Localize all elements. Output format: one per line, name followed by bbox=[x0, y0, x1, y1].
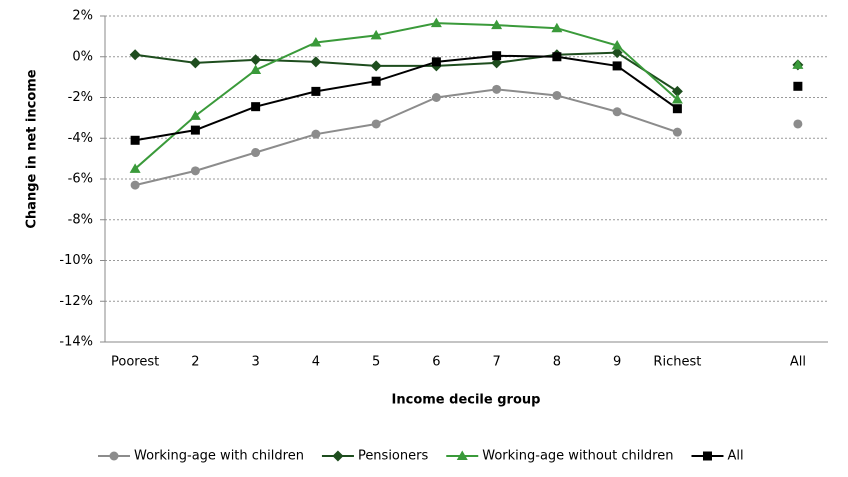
marker bbox=[611, 40, 623, 50]
marker bbox=[702, 451, 712, 461]
marker bbox=[250, 64, 262, 74]
series-line bbox=[134, 88, 678, 187]
marker bbox=[332, 450, 344, 462]
marker bbox=[251, 102, 261, 112]
x-tick-label: Poorest bbox=[111, 355, 159, 370]
y-tick-label: 2% bbox=[72, 9, 93, 24]
legend-label: Working-age with children bbox=[134, 449, 304, 464]
marker bbox=[371, 119, 381, 129]
marker bbox=[109, 451, 119, 461]
x-tick-label: 8 bbox=[553, 355, 561, 370]
y-tick-label: -12% bbox=[59, 294, 93, 309]
series-line bbox=[134, 54, 678, 142]
marker bbox=[430, 17, 442, 28]
marker bbox=[793, 119, 803, 129]
marker bbox=[129, 163, 141, 173]
x-axis-label: Income decile group bbox=[392, 393, 541, 408]
y-tick-label: -4% bbox=[68, 131, 93, 146]
marker bbox=[189, 110, 201, 120]
marker bbox=[612, 107, 622, 117]
marker bbox=[129, 49, 141, 61]
marker bbox=[371, 76, 381, 86]
y-tick-label: -14% bbox=[59, 335, 93, 350]
marker bbox=[251, 148, 261, 158]
marker bbox=[672, 127, 682, 137]
marker bbox=[190, 166, 200, 176]
marker bbox=[793, 81, 803, 91]
marker bbox=[130, 180, 140, 190]
x-tick-label: 6 bbox=[432, 355, 440, 370]
y-tick-label: -2% bbox=[68, 90, 93, 105]
marker bbox=[456, 450, 468, 460]
legend-label: All bbox=[727, 449, 743, 464]
x-tick-label: 5 bbox=[372, 355, 380, 370]
marker bbox=[130, 135, 140, 145]
series-line bbox=[134, 51, 678, 93]
marker bbox=[431, 93, 441, 102]
marker bbox=[671, 85, 683, 97]
marker bbox=[250, 54, 262, 66]
marker bbox=[310, 36, 322, 47]
marker bbox=[431, 57, 441, 67]
x-tick-label: 7 bbox=[492, 355, 500, 370]
x-tick-label: 2 bbox=[191, 355, 199, 370]
marker bbox=[671, 94, 683, 104]
marker bbox=[311, 86, 321, 96]
legend-label: Working-age without children bbox=[482, 449, 673, 464]
marker bbox=[672, 104, 682, 114]
x-tick-label: 4 bbox=[312, 355, 320, 370]
y-tick-label: -8% bbox=[68, 212, 93, 227]
marker bbox=[552, 52, 562, 62]
marker bbox=[792, 59, 804, 69]
marker bbox=[311, 129, 321, 139]
marker bbox=[551, 22, 563, 33]
marker bbox=[492, 84, 502, 94]
marker bbox=[491, 19, 503, 30]
y-tick-label: 0% bbox=[72, 49, 93, 64]
legend-label: Pensioners bbox=[358, 449, 429, 464]
marker bbox=[189, 57, 201, 69]
marker bbox=[310, 56, 322, 68]
x-tick-label: 9 bbox=[613, 355, 621, 370]
y-tick-label: -6% bbox=[68, 172, 93, 187]
marker bbox=[492, 51, 502, 61]
marker bbox=[612, 61, 622, 71]
marker bbox=[370, 29, 382, 40]
marker bbox=[552, 90, 562, 100]
marker bbox=[190, 125, 200, 135]
x-tick-label: All bbox=[790, 355, 806, 370]
x-tick-label: Richest bbox=[653, 355, 701, 370]
y-axis-label: Change in net income bbox=[25, 69, 40, 228]
marker bbox=[611, 47, 623, 59]
x-tick-label: 3 bbox=[251, 355, 259, 370]
series-line bbox=[134, 22, 679, 170]
marker bbox=[370, 60, 382, 72]
y-tick-label: -10% bbox=[59, 253, 93, 268]
